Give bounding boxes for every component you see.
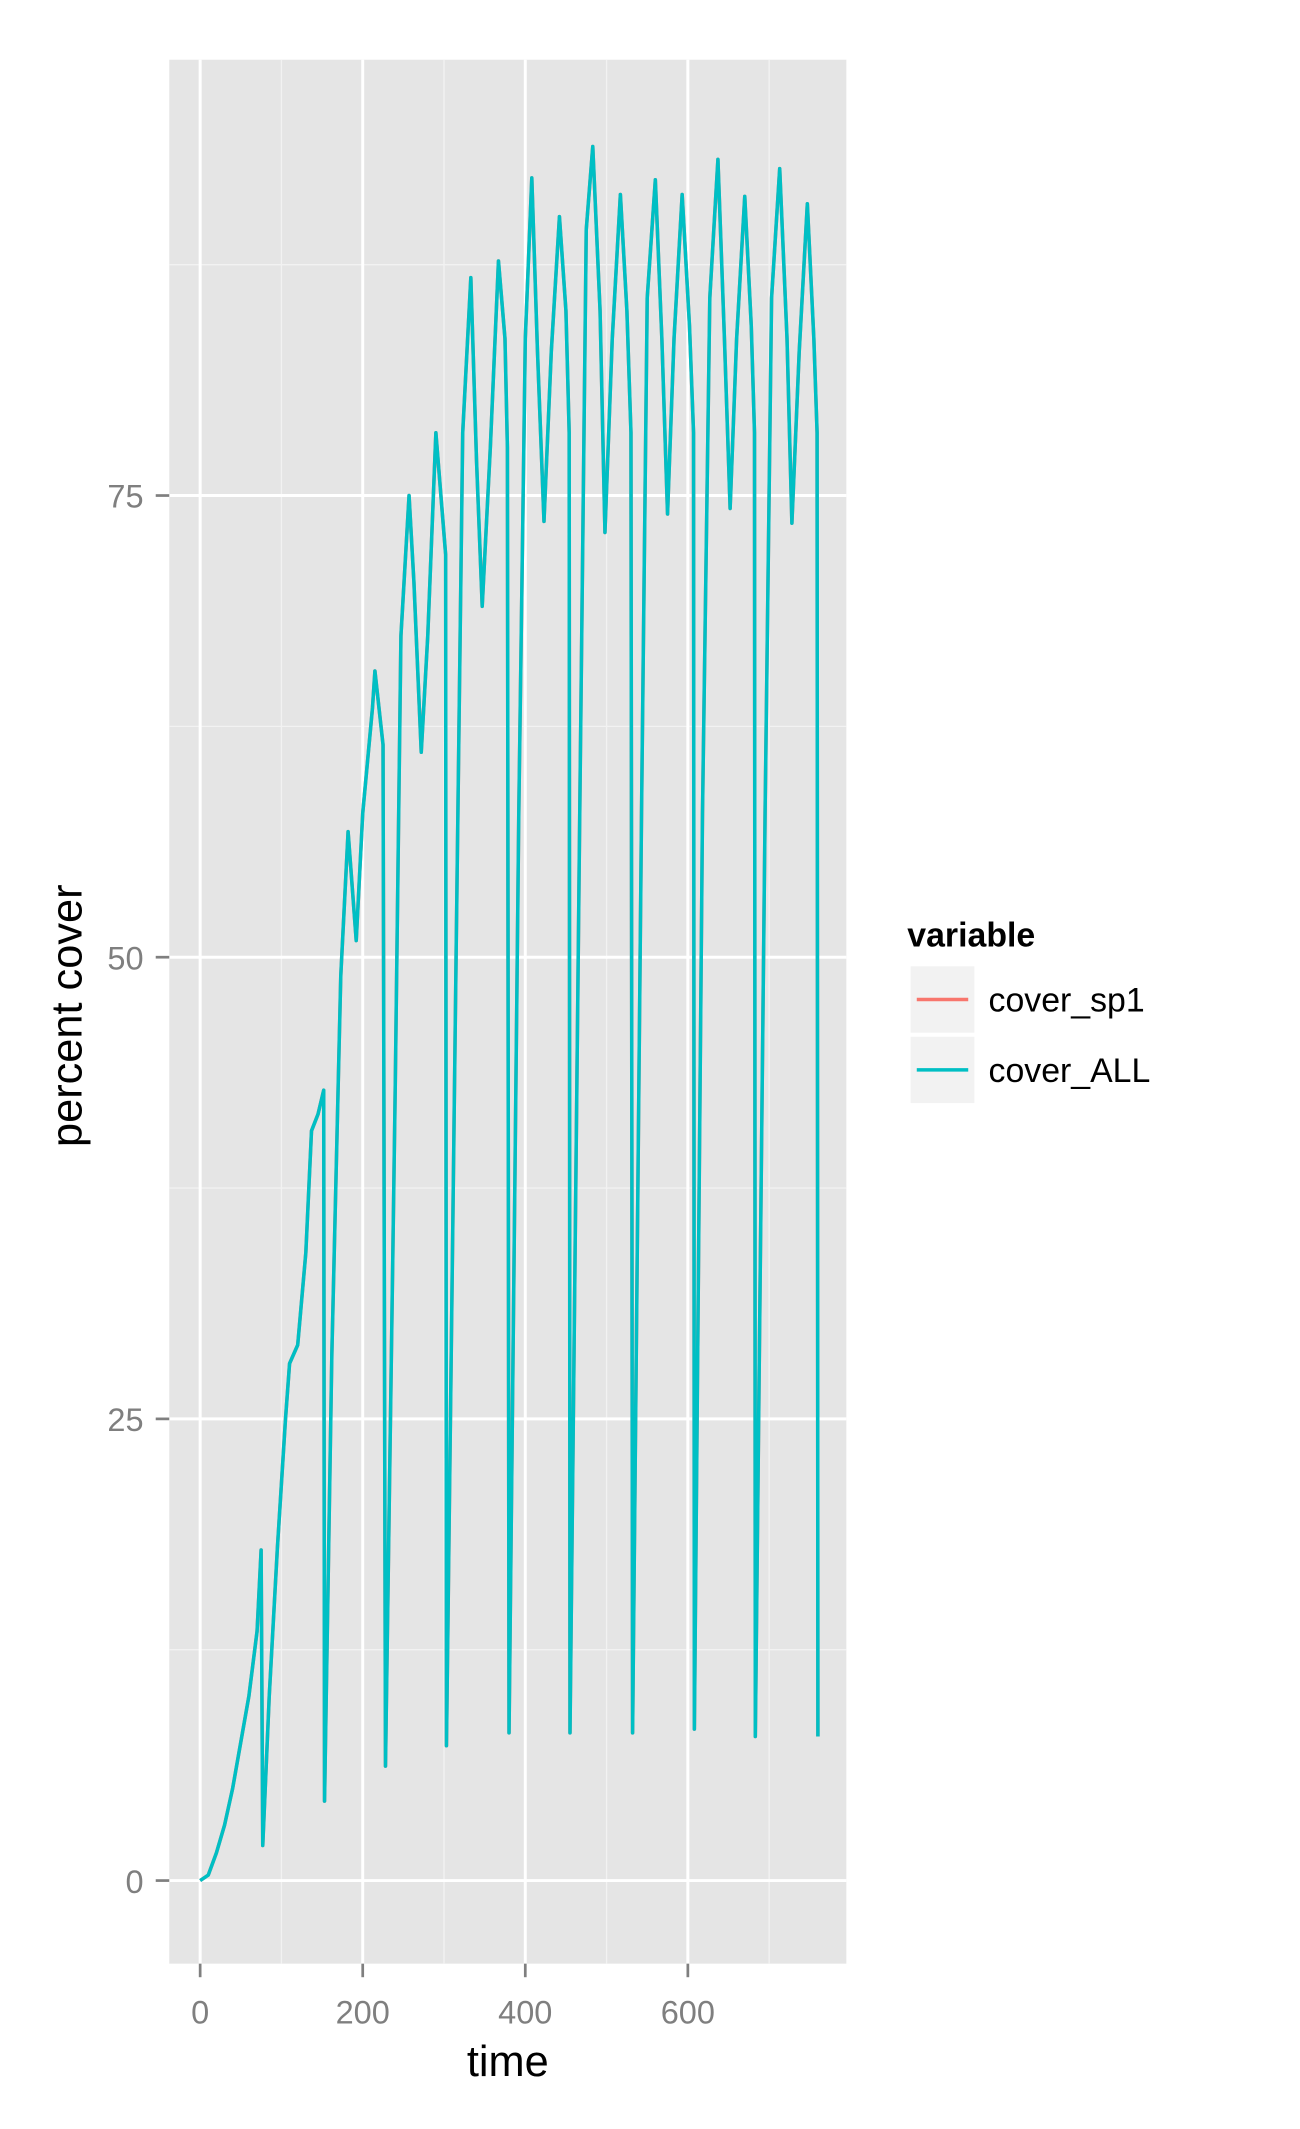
series-line xyxy=(199,144,820,1883)
y-tick-label: 25 xyxy=(107,1402,143,1438)
y-tick-label: 75 xyxy=(107,479,143,515)
legend-label: cover_sp1 xyxy=(989,982,1145,1020)
legend-label: cover_ALL xyxy=(989,1052,1151,1090)
y-tick-label: 50 xyxy=(107,940,143,976)
y-axis-title: percent cover xyxy=(43,884,91,1147)
lines xyxy=(199,144,820,1883)
x-axis-title: time xyxy=(467,2038,549,2086)
y-tick-label: 0 xyxy=(125,1864,143,1900)
legend-title: variable xyxy=(907,917,1035,955)
x-tick-label: 0 xyxy=(191,1994,209,2030)
axes: 0 200 400 600 0 25 50 75 xyxy=(107,479,715,2031)
x-tick-label: 400 xyxy=(498,1994,552,2030)
x-tick-label: 200 xyxy=(336,1994,390,2030)
legend: variable cover_sp1 cover_ALL xyxy=(907,917,1151,1105)
x-tick-label: 600 xyxy=(661,1994,715,2030)
